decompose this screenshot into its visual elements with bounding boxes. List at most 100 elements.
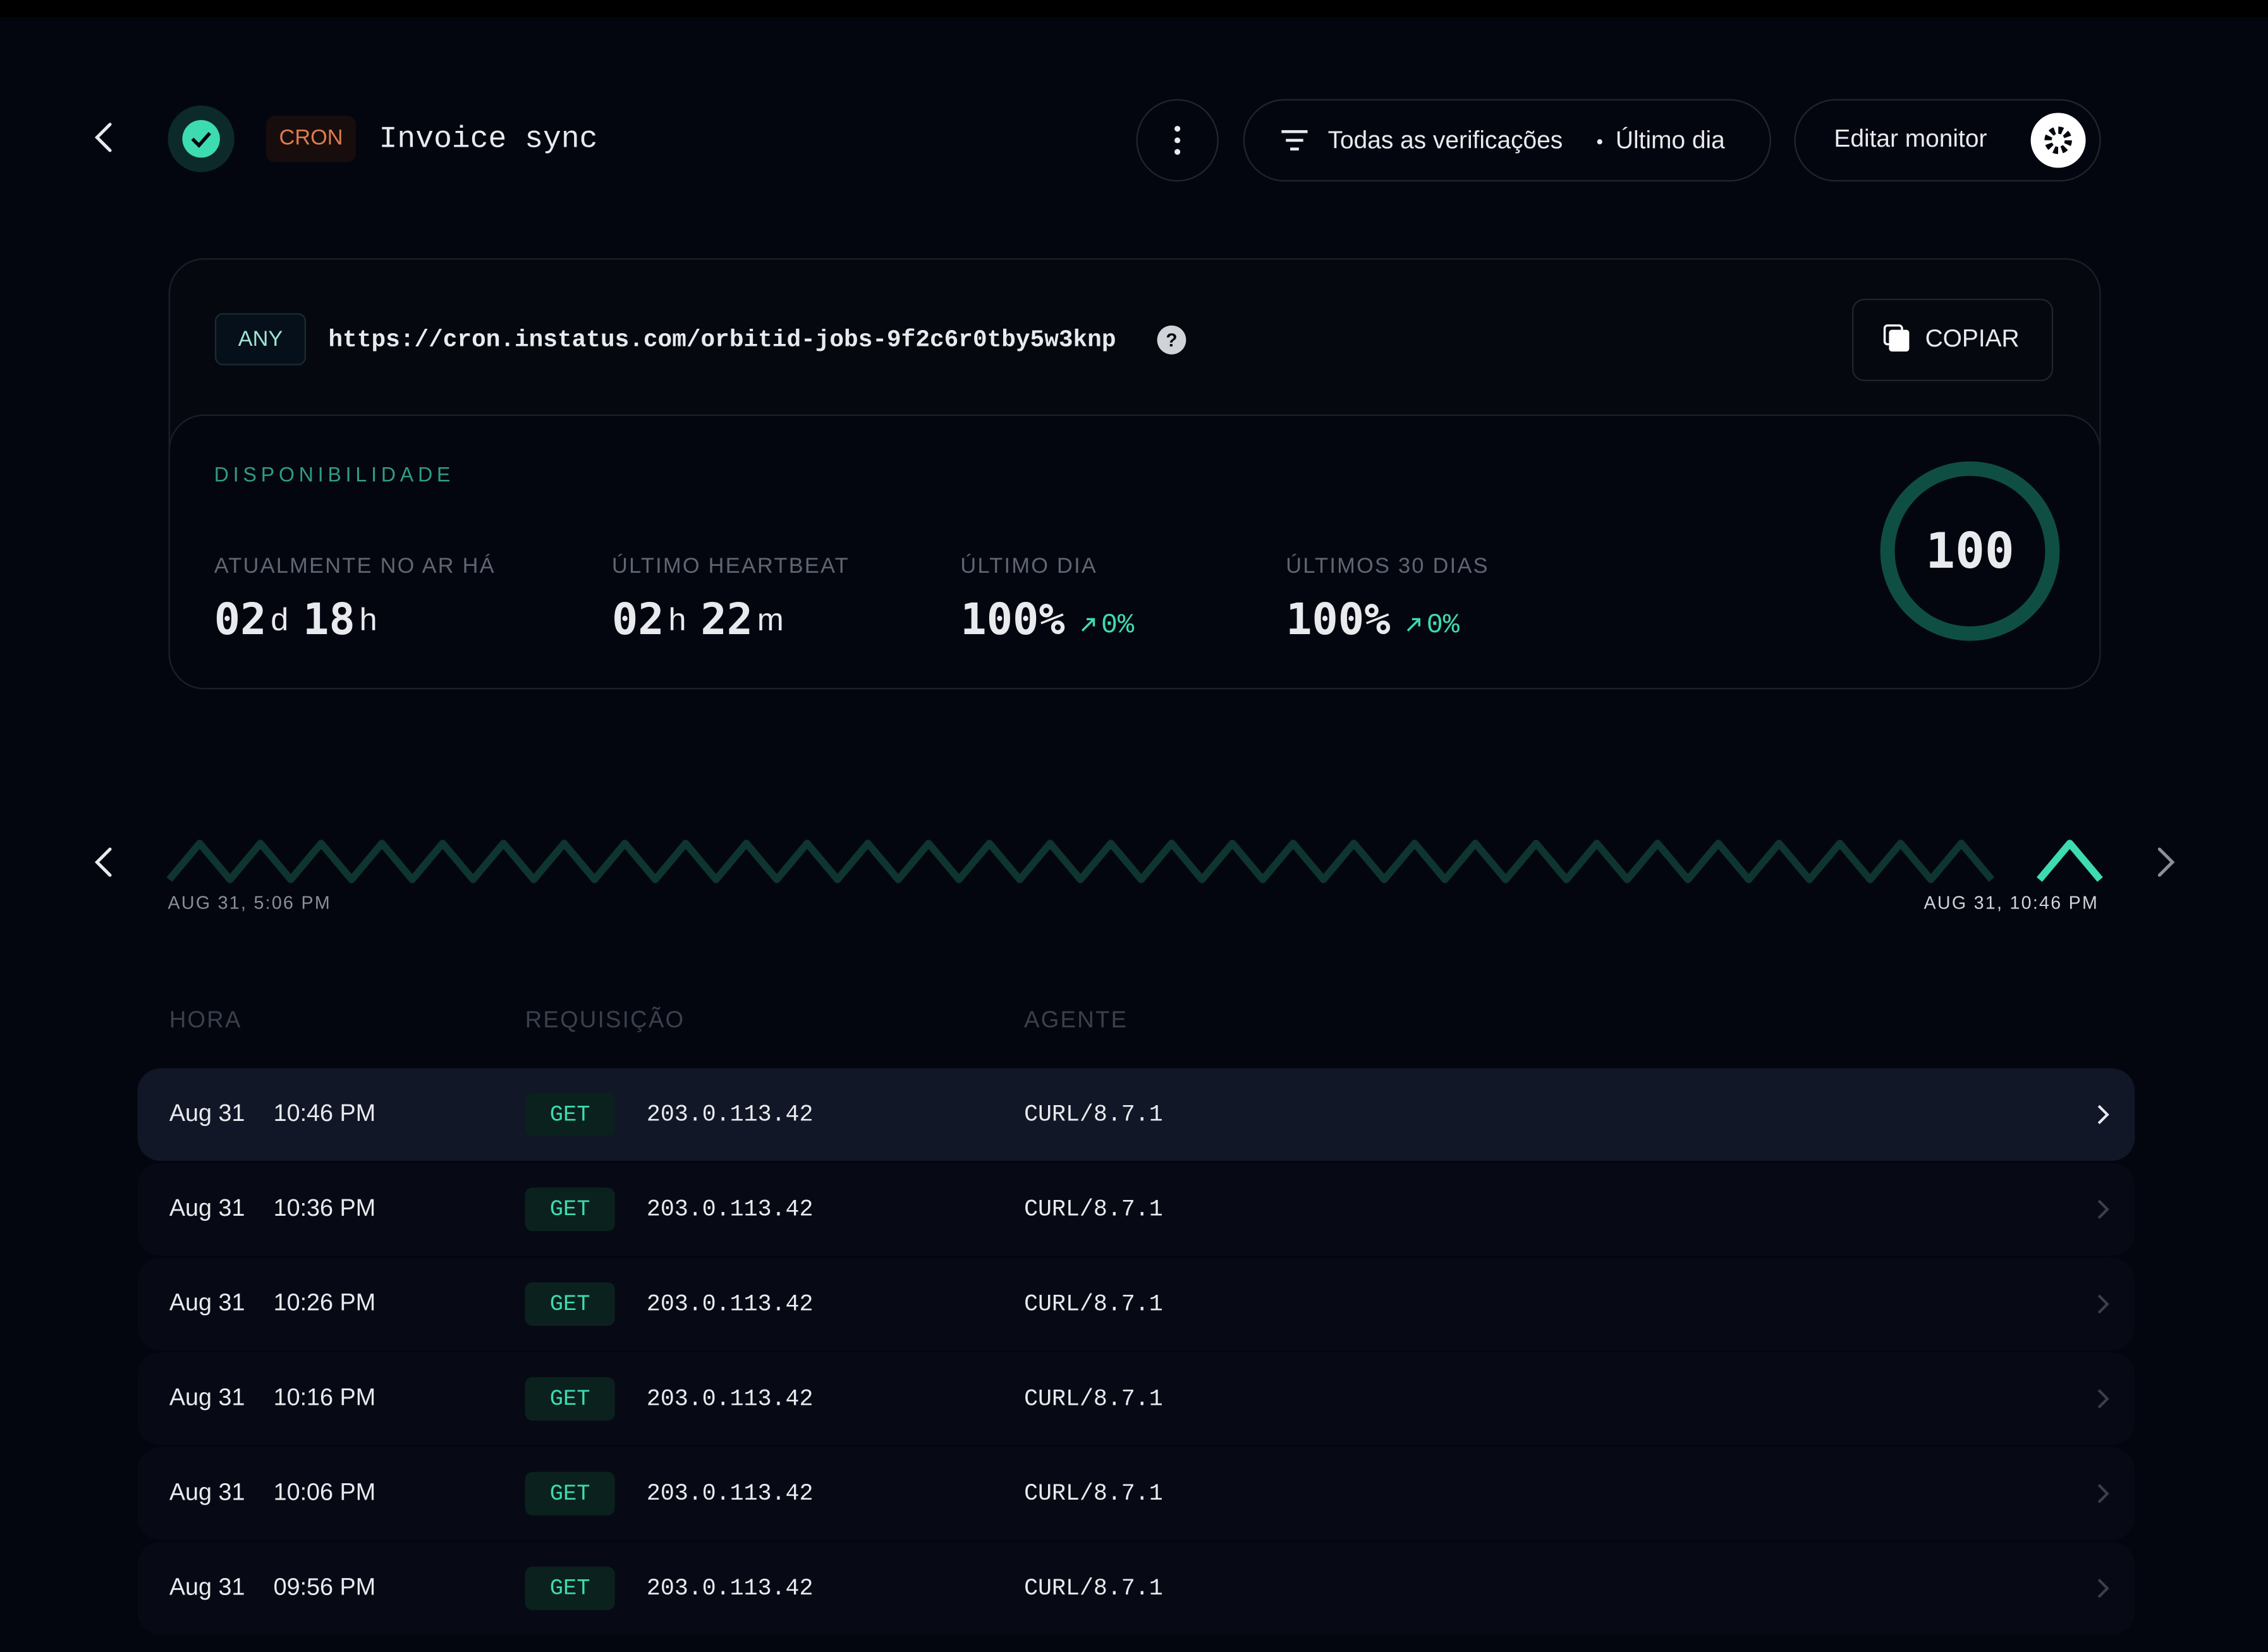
- method-badge: [525, 1092, 615, 1137]
- filter-text: Todas as verificações: [1328, 126, 1563, 154]
- availability-title: DISPONIBILIDADE: [214, 463, 455, 486]
- method-badge: [525, 1567, 615, 1610]
- status-icon: [182, 119, 220, 158]
- row-method: GET: [550, 1386, 590, 1412]
- stat-label: ÚLTIMO DIA: [960, 553, 1097, 578]
- stat-label: ÚLTIMOS 30 DIAS: [1286, 553, 1489, 578]
- score-ring: [1880, 461, 2060, 641]
- row-date: Aug 31: [169, 1194, 245, 1221]
- row-chevron: [2097, 1484, 2109, 1503]
- row-method: GET: [550, 1291, 590, 1317]
- edit-text: Editar monitor: [1834, 125, 1987, 152]
- stat-number: 18: [303, 594, 355, 645]
- method-badge: [525, 1187, 615, 1232]
- row-date: Aug 31: [169, 1478, 245, 1505]
- copy-icon-back: [1883, 324, 1903, 346]
- row-date: Aug 31: [169, 1099, 245, 1126]
- method-badge: [525, 1282, 615, 1326]
- heartbeat-timeline: [166, 840, 1995, 883]
- row-method: GET: [550, 1196, 590, 1222]
- row-time: 10:46 PM: [274, 1099, 376, 1126]
- row-time: 10:36 PM: [274, 1194, 376, 1221]
- row-date: Aug 31: [169, 1573, 245, 1600]
- stat-unit: h: [669, 601, 686, 637]
- row-date: Aug 31: [169, 1289, 245, 1316]
- row-chevron: [2097, 1199, 2109, 1220]
- stat-unit: m: [757, 601, 784, 637]
- stat-number: 22: [700, 594, 753, 645]
- cron-badge-text: CRON: [279, 126, 343, 150]
- table-row[interactable]: [137, 1542, 2135, 1635]
- table-row[interactable]: [137, 1447, 2135, 1540]
- row-time: 10:26 PM: [274, 1289, 376, 1316]
- table-row[interactable]: [137, 1068, 2135, 1161]
- score-text: 100: [1925, 523, 2015, 580]
- row-agent: CURL/8.7.1: [1024, 1197, 1163, 1223]
- timeline-next[interactable]: [2157, 847, 2175, 877]
- table-row[interactable]: [137, 1352, 2135, 1445]
- row-method: GET: [550, 1576, 590, 1601]
- monitor-title: Invoice sync: [379, 122, 598, 156]
- row-agent: CURL/8.7.1: [1024, 1102, 1163, 1128]
- period-text: Último dia: [1616, 126, 1725, 154]
- dot: [1174, 137, 1181, 144]
- help-icon[interactable]: [1157, 325, 1186, 355]
- row-time: 09:56 PM: [274, 1573, 376, 1600]
- dot: [1174, 149, 1181, 155]
- row-chevron: [2097, 1389, 2109, 1409]
- row-agent: CURL/8.7.1: [1024, 1576, 1163, 1601]
- stat-unit: d: [271, 601, 288, 637]
- filter-button[interactable]: [1243, 99, 1771, 182]
- copy-icon: [1889, 329, 1910, 352]
- stat-label: ATUALMENTE NO AR HÁ: [214, 553, 496, 578]
- latest-heartbeat: [2036, 840, 2103, 882]
- timeline-prev[interactable]: [94, 847, 112, 877]
- stat-number: 100%: [1286, 594, 1390, 645]
- row-chevron: [2097, 1104, 2109, 1125]
- timeline-end: AUG 31, 10:46 PM: [1924, 893, 2099, 914]
- row-ip: 203.0.113.42: [647, 1481, 814, 1507]
- stat-value: 100%: [960, 594, 1064, 645]
- stat-value: 02 h 22 m: [612, 594, 784, 645]
- availability-panel: [168, 414, 2101, 690]
- gear: [2044, 126, 2072, 154]
- help-glyph: ?: [1166, 330, 1177, 351]
- copy-text: COPIAR: [1925, 325, 2020, 352]
- check-mark: [191, 132, 211, 148]
- row-ip: 203.0.113.42: [647, 1197, 814, 1223]
- filter-icon: [1281, 130, 1308, 150]
- row-date: Aug 31: [169, 1384, 245, 1410]
- trend-icon: [1081, 618, 1095, 632]
- stat-unit: h: [360, 601, 377, 637]
- edit-button[interactable]: [1794, 99, 2101, 182]
- copy-button[interactable]: [1852, 298, 2054, 381]
- stat-change: 0%: [1427, 610, 1460, 641]
- column-header: HORA: [169, 1006, 242, 1032]
- stat-value: 02 d 18 h: [214, 594, 377, 645]
- column-header: AGENTE: [1024, 1006, 1128, 1032]
- stat-change: 0%: [1101, 610, 1135, 641]
- table-row[interactable]: [137, 1163, 2135, 1256]
- row-chevron: [2097, 1579, 2109, 1598]
- stat-value: 100%: [1286, 594, 1390, 645]
- row-ip: 203.0.113.42: [647, 1102, 814, 1128]
- checks-table: HORA REQUISIÇÃO AGENTE Aug 31 10:46 PM GET 203…: [137, 1006, 2135, 1635]
- row-agent: CURL/8.7.1: [1024, 1481, 1163, 1507]
- table-row[interactable]: [137, 1257, 2135, 1350]
- column-header: REQUISIÇÃO: [525, 1006, 685, 1032]
- row-ip: 203.0.113.42: [647, 1576, 814, 1601]
- row-agent: CURL/8.7.1: [1024, 1291, 1163, 1317]
- stat-number: 02: [214, 594, 267, 645]
- method-badge: [214, 313, 307, 365]
- row-method: GET: [550, 1101, 590, 1127]
- endpoint-url: https://cron.instatus.com/orbitid-jobs-9…: [329, 327, 1116, 354]
- row-ip: 203.0.113.42: [647, 1291, 814, 1317]
- stat-label: ÚLTIMO HEARTBEAT: [612, 553, 850, 578]
- timeline-start: AUG 31, 5:06 PM: [168, 893, 331, 914]
- back-button[interactable]: [94, 123, 112, 152]
- stat-number: 100%: [960, 594, 1064, 645]
- row-chevron: [2097, 1294, 2109, 1314]
- row-method: GET: [550, 1481, 590, 1507]
- separator: [1597, 139, 1602, 145]
